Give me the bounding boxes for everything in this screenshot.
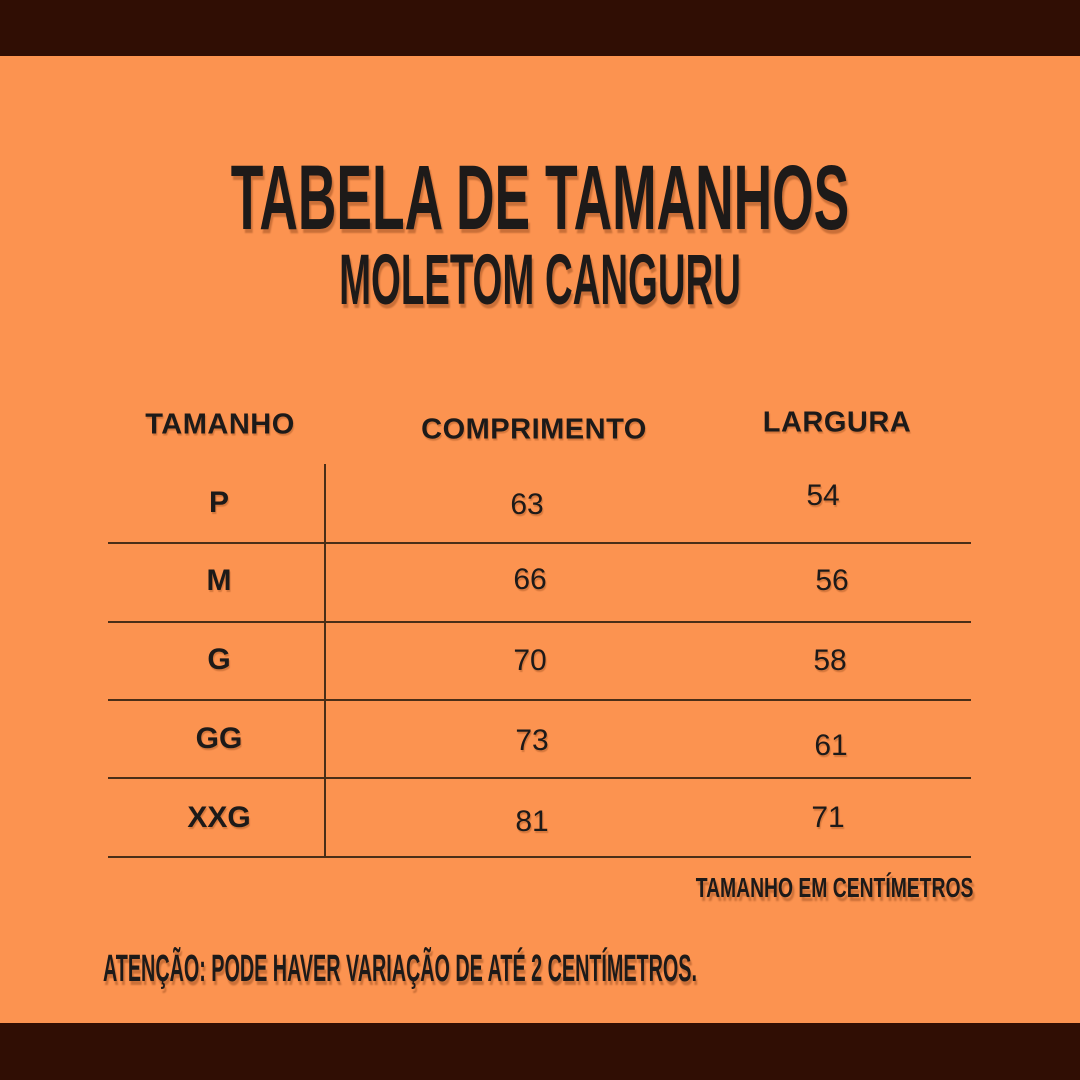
row-gg-largura: 61 xyxy=(814,729,848,762)
bottom-border-bar xyxy=(0,1023,1080,1080)
row-m-largura: 56 xyxy=(815,564,849,597)
row-p-size: P xyxy=(208,486,230,519)
row-divider xyxy=(108,856,971,858)
warning-note: ATENÇÃO: PODE HAVER VARIAÇÃO DE ATÉ 2 CE… xyxy=(103,948,697,990)
row-g-size: G xyxy=(207,643,231,676)
row-gg-size: GG xyxy=(195,722,243,755)
row-divider xyxy=(108,621,971,623)
row-gg-comprimento: 73 xyxy=(515,724,549,757)
row-divider xyxy=(108,542,971,544)
column-header-largura: LARGURA xyxy=(762,406,912,439)
page-subtitle: MOLETOM CANGURU xyxy=(339,241,741,320)
row-g-comprimento: 70 xyxy=(513,644,547,677)
row-g-largura: 58 xyxy=(813,644,847,677)
row-p-comprimento: 63 xyxy=(510,488,544,521)
column-header-comprimento: COMPRIMENTO xyxy=(421,413,647,446)
top-border-bar xyxy=(0,0,1080,56)
column-divider xyxy=(324,464,326,858)
row-p-largura: 54 xyxy=(806,479,840,512)
row-divider xyxy=(108,699,971,701)
row-xxg-size: XXG xyxy=(187,801,251,834)
column-header-tamanho: TAMANHO xyxy=(145,408,295,441)
row-m-comprimento: 66 xyxy=(513,563,547,596)
row-m-size: M xyxy=(206,564,232,597)
row-xxg-largura: 71 xyxy=(811,801,845,834)
row-divider xyxy=(108,777,971,779)
unit-note: TAMANHO EM CENTÍMETROS xyxy=(695,872,973,903)
page-title: TABELA DE TAMANHOS xyxy=(230,147,850,249)
row-xxg-comprimento: 81 xyxy=(515,805,549,838)
